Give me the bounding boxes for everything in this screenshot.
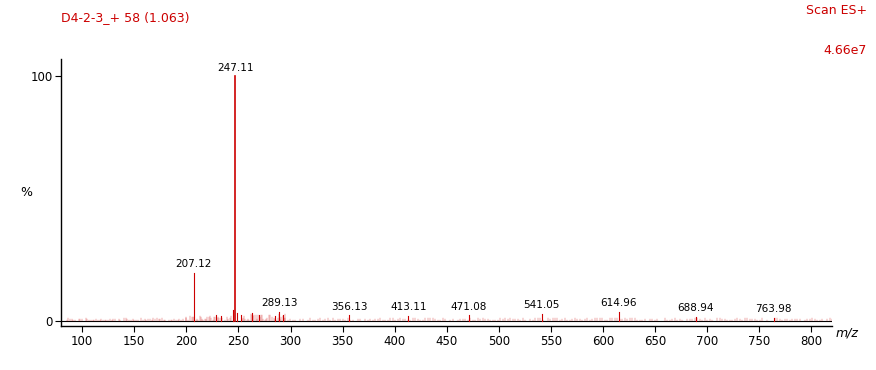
Text: Scan ES+: Scan ES+ <box>806 4 867 17</box>
Text: D4-2-3_+ 58 (1.063): D4-2-3_+ 58 (1.063) <box>61 11 190 24</box>
Text: 471.08: 471.08 <box>450 302 487 312</box>
Text: 247.11: 247.11 <box>217 63 254 73</box>
Text: 763.98: 763.98 <box>756 304 792 314</box>
Text: 207.12: 207.12 <box>175 259 212 269</box>
Text: 356.13: 356.13 <box>331 302 367 312</box>
Text: 541.05: 541.05 <box>524 300 560 310</box>
Text: 688.94: 688.94 <box>677 303 714 313</box>
Text: m/z: m/z <box>836 327 858 340</box>
Text: 4.66e7: 4.66e7 <box>823 44 867 57</box>
Y-axis label: %: % <box>20 186 32 199</box>
Text: 289.13: 289.13 <box>261 299 298 309</box>
Text: 614.96: 614.96 <box>600 299 637 309</box>
Text: 413.11: 413.11 <box>390 302 427 312</box>
